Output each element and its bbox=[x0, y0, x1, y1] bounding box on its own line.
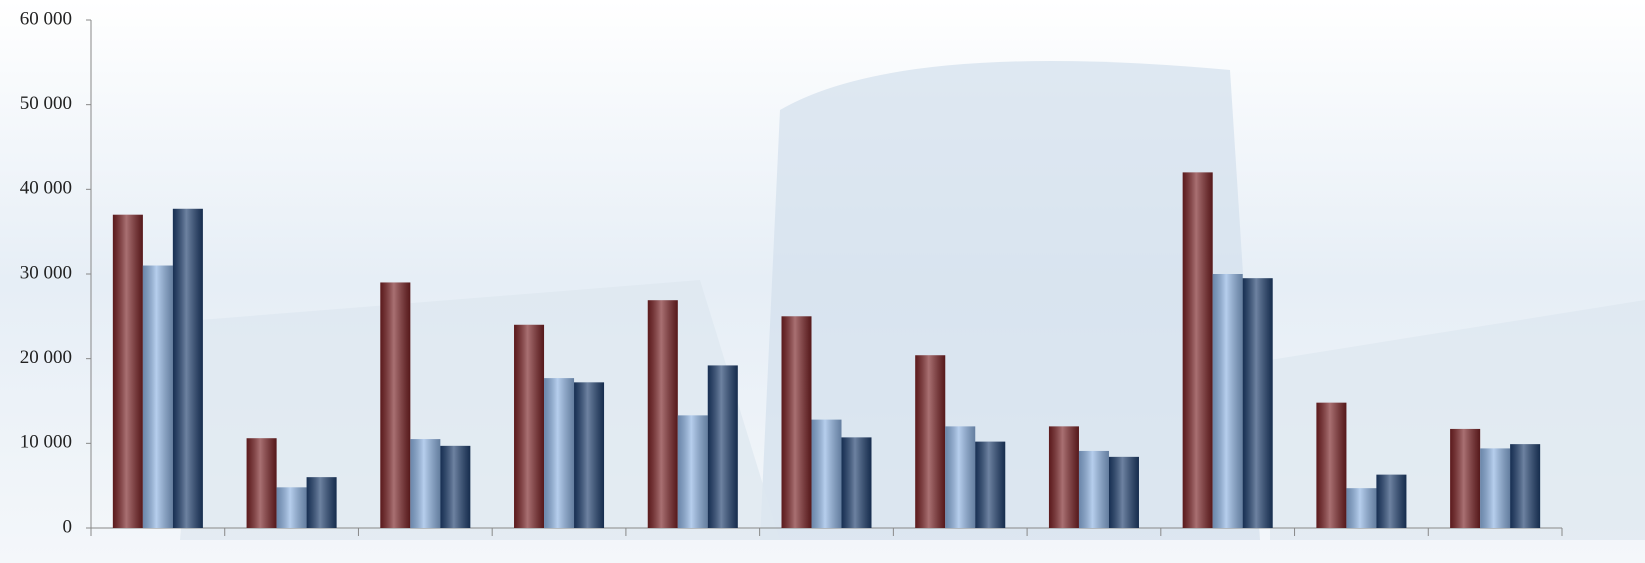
bar-shine bbox=[1450, 428, 1481, 528]
bar-shine bbox=[1182, 172, 1213, 528]
bar-shine bbox=[945, 426, 976, 528]
bar-shine bbox=[574, 382, 605, 528]
y-tick-label: 20 000 bbox=[20, 347, 72, 368]
bar-shine bbox=[677, 415, 708, 528]
bar-shine bbox=[172, 208, 203, 528]
bar-shine bbox=[514, 324, 545, 528]
bar-shine bbox=[544, 378, 575, 528]
bar-shine bbox=[410, 439, 441, 528]
building-decoration bbox=[1270, 300, 1645, 540]
bar-shine bbox=[1376, 474, 1407, 528]
building-decoration bbox=[180, 280, 780, 540]
y-tick-label: 0 bbox=[63, 516, 73, 537]
bar-shine bbox=[1316, 402, 1347, 528]
y-tick-label: 60 000 bbox=[20, 8, 72, 29]
bar-shine bbox=[975, 441, 1006, 528]
bar-shine bbox=[1212, 274, 1243, 528]
y-tick-label: 30 000 bbox=[20, 262, 72, 283]
bar-shine bbox=[380, 282, 411, 528]
bar-shine bbox=[142, 265, 173, 528]
bar-shine bbox=[707, 365, 738, 528]
bar-shine bbox=[112, 214, 143, 528]
bar-shine bbox=[1242, 278, 1273, 528]
y-tick-label: 40 000 bbox=[20, 178, 72, 199]
bar-shine bbox=[306, 477, 337, 528]
bar-shine bbox=[1480, 448, 1511, 528]
bar-shine bbox=[246, 438, 277, 528]
bar-shine bbox=[1346, 488, 1377, 528]
bar-shine bbox=[276, 487, 307, 528]
bar-shine bbox=[647, 300, 678, 528]
bar-shine bbox=[1510, 444, 1541, 528]
bar-shine bbox=[1078, 450, 1109, 528]
building-decoration bbox=[760, 61, 1260, 540]
bar-shine bbox=[915, 355, 946, 528]
bar-shine bbox=[1048, 426, 1079, 528]
bar-shine bbox=[781, 316, 812, 528]
bar-shine bbox=[811, 419, 842, 528]
bar-shine bbox=[841, 437, 872, 528]
y-tick-label: 50 000 bbox=[20, 93, 72, 114]
bar-shine bbox=[440, 445, 471, 528]
y-tick-label: 10 000 bbox=[20, 432, 72, 453]
bar-shine bbox=[1108, 456, 1139, 528]
